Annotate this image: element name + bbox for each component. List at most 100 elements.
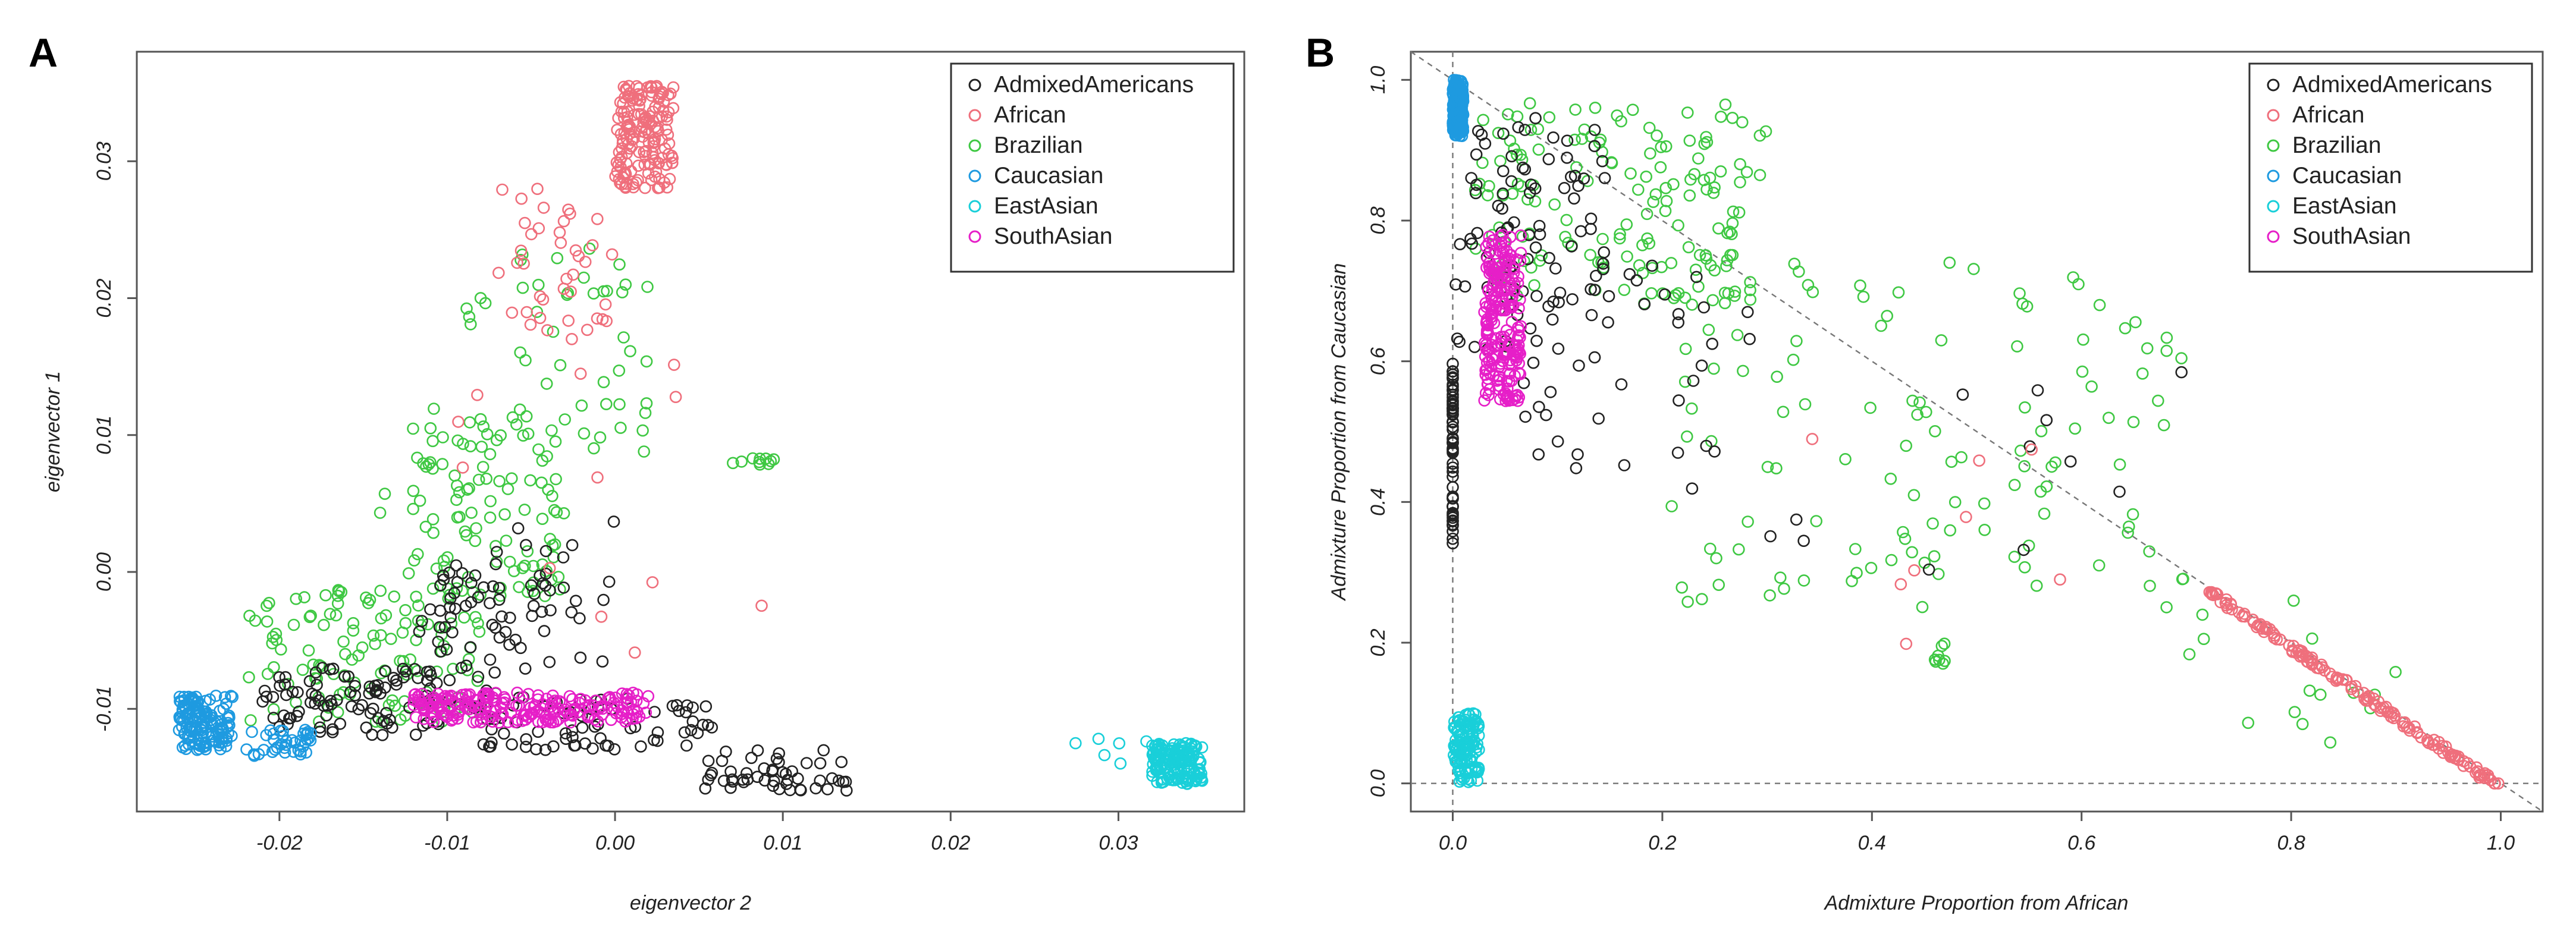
data-point-brazilian xyxy=(464,318,477,331)
data-point-caucasian xyxy=(277,725,290,737)
data-point-brazilian xyxy=(1693,249,1706,262)
data-point-brazilian xyxy=(484,495,497,508)
data-point-admixedamericans xyxy=(1512,121,1524,134)
data-point-brazilian xyxy=(1689,263,1702,276)
data-point-brazilian xyxy=(261,615,274,628)
data-point-admixedamericans xyxy=(344,685,357,699)
data-point-brazilian xyxy=(493,474,506,488)
legend-label: AdmixedAmericans xyxy=(2292,72,2492,98)
data-point-admixedamericans xyxy=(413,625,426,638)
data-point-african xyxy=(572,250,585,263)
data-point-brazilian xyxy=(388,699,401,712)
data-point-brazilian xyxy=(410,590,422,603)
data-point-brazilian xyxy=(516,281,529,294)
data-point-brazilian xyxy=(1615,115,1627,128)
data-point-african xyxy=(557,215,570,228)
panel-a-plot-frame xyxy=(136,51,1245,813)
data-point-southasian xyxy=(409,688,422,700)
data-point-brazilian xyxy=(463,310,476,323)
data-point-brazilian xyxy=(1644,147,1656,160)
data-point-admixedamericans xyxy=(1618,459,1631,471)
data-point-brazilian xyxy=(613,258,626,271)
data-point-african xyxy=(452,416,465,428)
data-point-southasian xyxy=(1512,270,1524,283)
data-point-admixedamericans xyxy=(286,685,299,699)
data-point-brazilian xyxy=(513,403,526,416)
x-tick-label: 0.6 xyxy=(2067,832,2095,854)
data-point-caucasian xyxy=(1454,115,1466,127)
data-point-admixedamericans xyxy=(1496,202,1508,215)
data-point-brazilian xyxy=(1679,342,1692,356)
data-point-african xyxy=(643,110,656,122)
data-point-african xyxy=(534,290,547,303)
data-point-admixedamericans xyxy=(443,674,456,687)
data-point-brazilian xyxy=(1692,152,1705,165)
data-point-caucasian xyxy=(190,723,203,735)
data-point-admixedamericans xyxy=(363,687,376,700)
data-point-brazilian xyxy=(484,511,497,524)
data-point-brazilian xyxy=(498,508,511,521)
data-point-african xyxy=(620,133,633,145)
data-point-eastasian xyxy=(1463,719,1476,732)
data-point-african xyxy=(635,125,648,138)
data-point-brazilian xyxy=(2129,316,2142,329)
data-point-brazilian xyxy=(1846,574,1858,587)
data-point-admixedamericans xyxy=(1552,342,1565,355)
data-point-admixedamericans xyxy=(1596,155,1609,168)
data-point-southasian xyxy=(1499,304,1512,317)
data-point-brazilian xyxy=(545,424,558,437)
data-point-admixedamericans xyxy=(629,721,642,733)
data-point-african xyxy=(2359,694,2373,707)
data-point-brazilian xyxy=(337,686,350,699)
data-point-african xyxy=(595,611,608,623)
data-point-admixedamericans xyxy=(377,715,390,728)
data-point-brazilian xyxy=(1726,217,1739,229)
data-point-brazilian xyxy=(1678,375,1692,388)
data-point-admixedamericans xyxy=(303,675,316,687)
data-point-brazilian xyxy=(1723,225,1736,238)
data-point-brazilian xyxy=(2127,416,2140,429)
legend-label: EastAsian xyxy=(994,193,1099,219)
data-point-admixedamericans xyxy=(557,551,570,564)
data-point-admixedamericans xyxy=(1742,306,1754,319)
data-point-brazilian xyxy=(447,662,459,675)
data-point-brazilian xyxy=(1647,196,1659,208)
data-point-brazilian xyxy=(1938,637,1951,650)
data-point-southasian xyxy=(1503,338,1516,351)
y-tick-label: 0.6 xyxy=(1367,347,1389,375)
data-point-brazilian xyxy=(453,486,466,499)
data-point-southasian xyxy=(425,712,438,725)
data-point-admixedamericans xyxy=(1523,228,1536,241)
data-point-admixedamericans xyxy=(440,643,453,656)
data-point-african xyxy=(515,192,528,205)
data-point-caucasian xyxy=(223,719,236,731)
data-point-brazilian xyxy=(506,411,519,424)
data-point-admixedamericans xyxy=(379,665,392,678)
data-point-brazilian xyxy=(2018,561,2031,574)
data-point-brazilian xyxy=(448,469,461,482)
data-point-admixedamericans xyxy=(821,783,834,795)
data-point-southasian xyxy=(1505,375,1518,387)
data-point-admixedamericans xyxy=(450,559,463,572)
data-point-admixedamericans xyxy=(472,671,485,683)
data-point-admixedamericans xyxy=(528,587,541,600)
data-point-admixedamericans xyxy=(485,736,498,749)
data-point-southasian xyxy=(1481,323,1493,336)
data-point-admixedamericans xyxy=(1447,490,1459,503)
data-point-brazilian xyxy=(331,597,344,610)
data-point-admixedamericans xyxy=(1584,212,1598,225)
data-point-admixedamericans xyxy=(800,757,813,769)
data-point-admixedamericans xyxy=(1449,278,1462,291)
data-point-african xyxy=(2382,706,2395,718)
data-point-brazilian xyxy=(1570,161,1583,174)
data-point-brazilian xyxy=(1761,461,1774,473)
data-point-brazilian xyxy=(462,653,475,666)
data-point-brazilian xyxy=(1626,103,1639,116)
data-point-admixedamericans xyxy=(1673,394,1685,407)
data-point-admixedamericans xyxy=(514,641,527,655)
data-point-brazilian xyxy=(1659,181,1672,194)
data-point-african xyxy=(657,104,670,117)
data-point-southasian xyxy=(425,706,438,719)
data-point-admixedamericans xyxy=(313,721,327,734)
data-point-african xyxy=(2219,596,2232,609)
